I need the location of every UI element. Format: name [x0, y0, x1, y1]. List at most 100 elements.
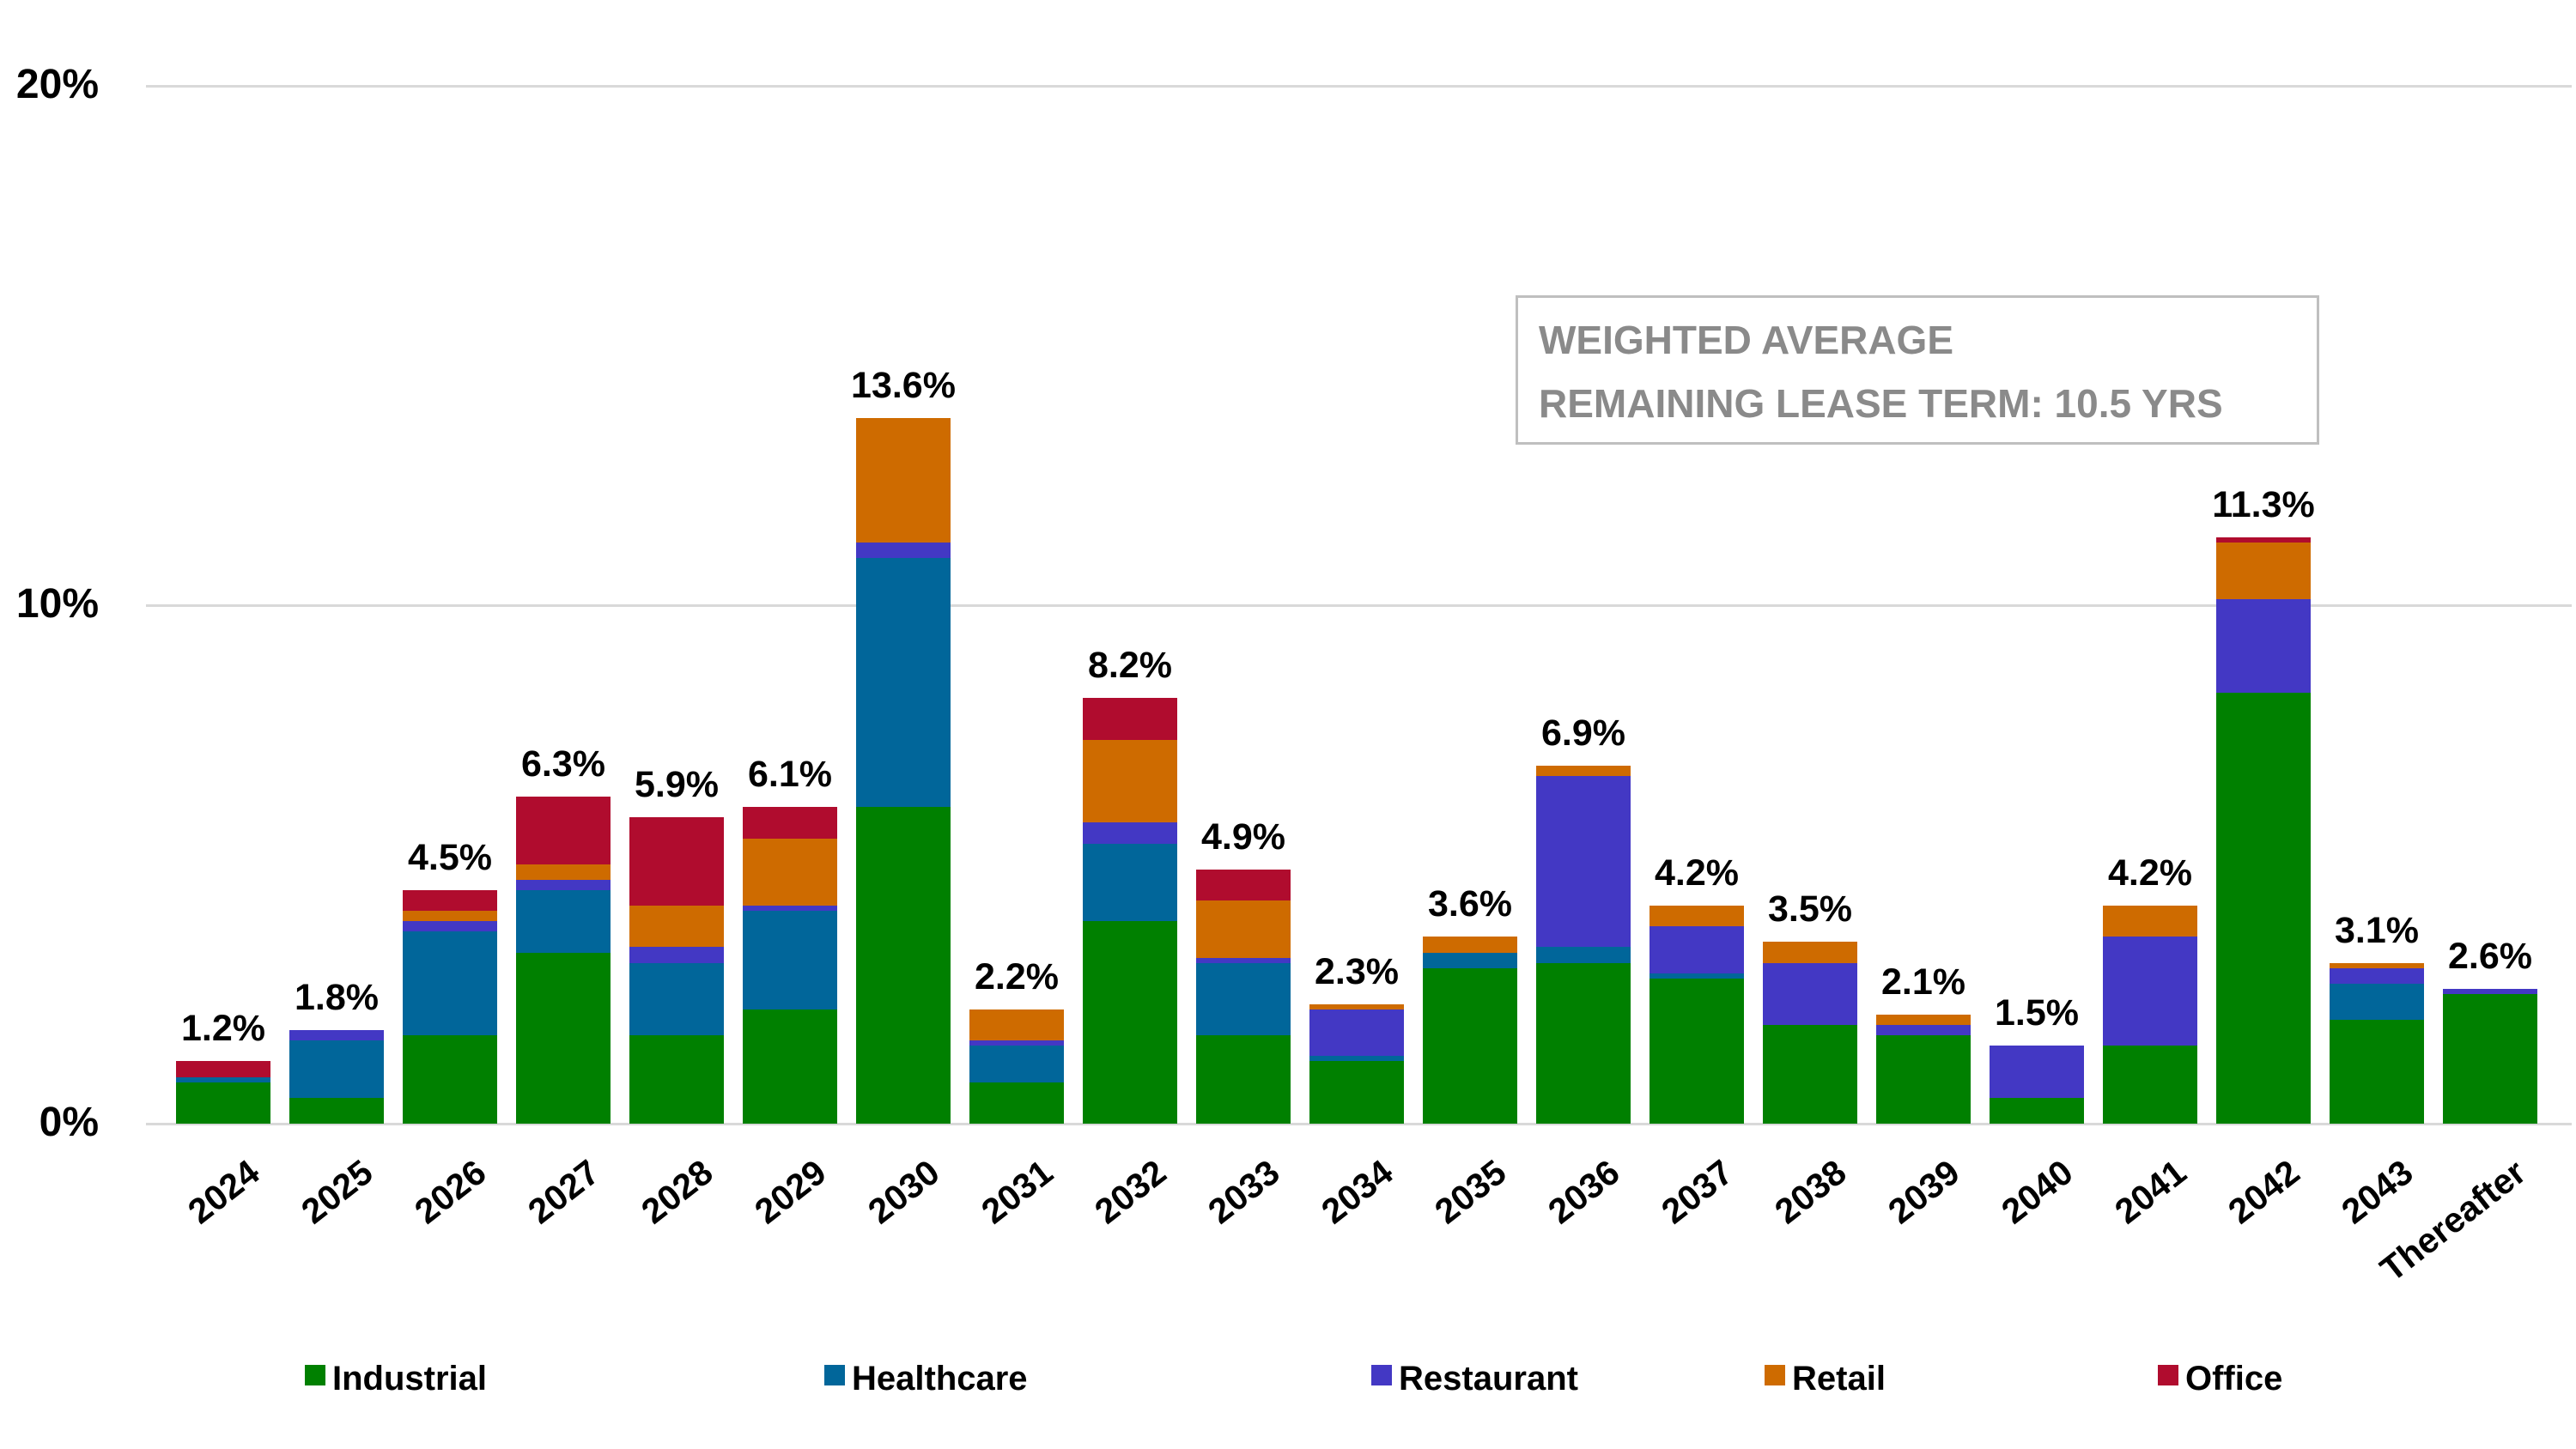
- bar-segment-2028-office: [629, 817, 724, 906]
- bar-segment-2043-restaurant: [2330, 967, 2424, 984]
- bar-segment-Thereafter-industrial: [2443, 993, 2537, 1124]
- bar-segment-2027-office: [516, 797, 611, 864]
- bar-segment-2028-retail: [629, 906, 724, 948]
- x-axis-label-2041: 2041: [2107, 1152, 2194, 1232]
- gridline-0: [146, 1123, 2572, 1125]
- bar-segment-2037-restaurant: [1649, 926, 1744, 973]
- bar-segment-2031-industrial: [969, 1082, 1064, 1124]
- legend-swatch-industrial: [305, 1365, 325, 1385]
- bar-segment-2029-retail: [743, 838, 837, 906]
- total-label-2042: 11.3%: [2212, 483, 2315, 525]
- bar-segment-2029-office: [743, 807, 837, 839]
- bar-segment-2039-retail: [1876, 1015, 1971, 1026]
- bar-segment-2027-restaurant: [516, 879, 611, 890]
- bar-segment-2031-restaurant: [969, 1040, 1064, 1046]
- x-axis-label-2030: 2030: [860, 1152, 947, 1232]
- bar-segment-2026-office: [403, 889, 497, 912]
- bar-segment-2027-healthcare: [516, 889, 611, 953]
- bar-segment-2034-restaurant: [1309, 1009, 1404, 1057]
- bar-segment-2030-industrial: [856, 807, 951, 1124]
- legend-swatch-restaurant: [1371, 1365, 1392, 1385]
- legend-label-healthcare: Healthcare: [852, 1360, 1028, 1397]
- x-axis-label-2037: 2037: [1654, 1152, 1741, 1232]
- bar-segment-2043-industrial: [2330, 1020, 2424, 1124]
- bar-segment-2028-industrial: [629, 1035, 724, 1124]
- bar-segment-Thereafter-restaurant: [2443, 988, 2537, 994]
- total-label-2026: 4.5%: [407, 836, 492, 878]
- x-axis-label-2038: 2038: [1767, 1152, 1854, 1232]
- bar-segment-2034-healthcare: [1309, 1056, 1404, 1062]
- legend-swatch-retail: [1765, 1365, 1785, 1385]
- bar-segment-2035-industrial: [1423, 967, 1517, 1124]
- total-label-2029: 6.1%: [747, 754, 832, 796]
- total-label-2030: 13.6%: [851, 364, 956, 406]
- bar-segment-2026-industrial: [403, 1035, 497, 1124]
- bar-segment-2033-restaurant: [1196, 957, 1291, 963]
- bar-segment-2028-healthcare: [629, 962, 724, 1036]
- annotation-line-1: WEIGHTED AVERAGE: [1539, 318, 1954, 362]
- bar-segment-2025-restaurant: [289, 1030, 384, 1041]
- gridline-20: [146, 85, 2572, 88]
- bar-segment-2042-retail: [2216, 542, 2311, 600]
- total-label-2040: 1.5%: [1994, 992, 2079, 1034]
- legend-swatch-healthcare: [824, 1365, 845, 1385]
- bar-segment-2024-healthcare: [176, 1076, 270, 1082]
- total-label-2041: 4.2%: [2107, 852, 2192, 894]
- bar-segment-2043-healthcare: [2330, 983, 2424, 1021]
- total-label-2035: 3.6%: [1427, 883, 1512, 925]
- bar-segment-2029-industrial: [743, 1009, 837, 1124]
- total-label-2037: 4.2%: [1654, 852, 1739, 894]
- total-label-2028: 5.9%: [634, 764, 719, 806]
- bar-segment-2033-retail: [1196, 900, 1291, 958]
- bar-segment-2033-healthcare: [1196, 962, 1291, 1036]
- weighted-average-annotation-box: WEIGHTED AVERAGE REMAINING LEASE TERM: 1…: [1516, 295, 2319, 445]
- bar-segment-2038-industrial: [1763, 1025, 1857, 1124]
- x-axis-label-2027: 2027: [520, 1152, 607, 1232]
- bar-segment-2040-industrial: [1990, 1097, 2084, 1124]
- x-axis-label-2035: 2035: [1427, 1152, 1514, 1232]
- legend-label-restaurant: Restaurant: [1399, 1360, 1578, 1397]
- bar-segment-2032-retail: [1083, 739, 1177, 823]
- bar-segment-2027-retail: [516, 864, 611, 880]
- bar-segment-2028-restaurant: [629, 947, 724, 963]
- bar-segment-2037-healthcare: [1649, 973, 1744, 979]
- bar-segment-2024-office: [176, 1061, 270, 1077]
- bar-segment-2034-industrial: [1309, 1061, 1404, 1124]
- x-axis-label-2040: 2040: [1994, 1152, 2081, 1232]
- bar-segment-2027-industrial: [516, 952, 611, 1124]
- bar-segment-2041-restaurant: [2103, 937, 2197, 1046]
- bar-segment-2032-healthcare: [1083, 843, 1177, 922]
- bar-segment-2038-restaurant: [1763, 962, 1857, 1026]
- x-axis-label-2031: 2031: [974, 1152, 1060, 1232]
- total-label-2033: 4.9%: [1200, 815, 1285, 858]
- bar-segment-2025-industrial: [289, 1097, 384, 1124]
- x-axis-label-2036: 2036: [1540, 1152, 1627, 1232]
- legend-label-office: Office: [2185, 1360, 2283, 1397]
- bar-segment-2036-retail: [1536, 765, 1631, 776]
- x-axis-label-2042: 2042: [2221, 1152, 2307, 1232]
- total-label-2025: 1.8%: [294, 977, 379, 1019]
- bar-segment-2031-healthcare: [969, 1046, 1064, 1082]
- bar-segment-2026-restaurant: [403, 921, 497, 932]
- bar-segment-2037-industrial: [1649, 978, 1744, 1124]
- bar-segment-2040-restaurant: [1990, 1046, 2084, 1098]
- total-label-Thereafter: 2.6%: [2447, 935, 2532, 977]
- bar-segment-2041-industrial: [2103, 1046, 2197, 1124]
- bar-segment-2036-industrial: [1536, 962, 1631, 1124]
- x-axis-label-2034: 2034: [1314, 1152, 1400, 1232]
- x-axis-label-2029: 2029: [747, 1152, 834, 1232]
- total-label-2039: 2.1%: [1880, 961, 1965, 1003]
- bar-segment-2039-restaurant: [1876, 1025, 1971, 1036]
- bar-segment-2029-healthcare: [743, 911, 837, 1009]
- bar-segment-2026-retail: [403, 911, 497, 922]
- bar-segment-2035-retail: [1423, 937, 1517, 953]
- y-tick-label-0: 0%: [39, 1100, 99, 1145]
- x-axis-label-2032: 2032: [1087, 1152, 1174, 1232]
- x-axis-label-2026: 2026: [407, 1152, 494, 1232]
- total-label-2024: 1.2%: [180, 1008, 265, 1050]
- total-label-2031: 2.2%: [974, 956, 1059, 997]
- bar-segment-2043-retail: [2330, 962, 2424, 968]
- bar-segment-2042-restaurant: [2216, 599, 2311, 694]
- legend-swatch-office: [2158, 1365, 2178, 1385]
- bar-segment-2036-restaurant: [1536, 775, 1631, 948]
